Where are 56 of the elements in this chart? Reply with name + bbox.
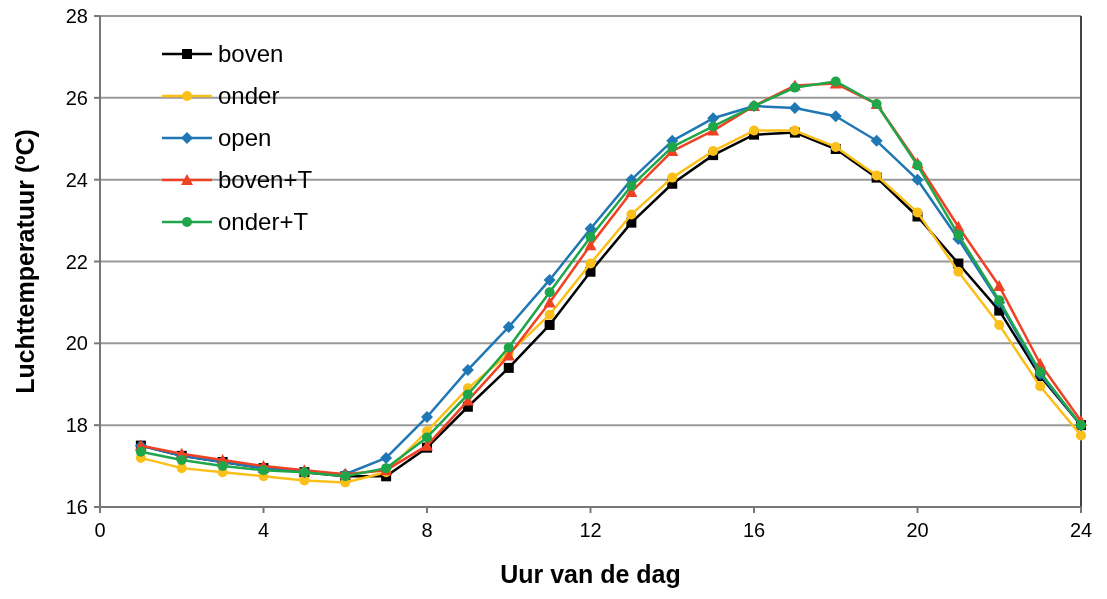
point bbox=[708, 121, 719, 132]
point bbox=[543, 296, 556, 308]
point bbox=[462, 389, 473, 400]
point bbox=[585, 231, 596, 242]
point bbox=[1035, 381, 1046, 392]
point bbox=[380, 451, 393, 464]
point bbox=[1076, 430, 1086, 441]
x-tick-label: 20 bbox=[906, 519, 929, 541]
point bbox=[953, 266, 964, 277]
point bbox=[543, 273, 556, 286]
legend-label: boven bbox=[218, 40, 284, 67]
x-tick-label: 8 bbox=[421, 519, 433, 541]
point bbox=[544, 319, 555, 330]
point bbox=[829, 110, 842, 123]
x-tick-label: 16 bbox=[742, 519, 766, 541]
point bbox=[911, 173, 924, 186]
point bbox=[953, 229, 964, 240]
legend-label: boven+T bbox=[218, 166, 313, 193]
x-tick-label: 0 bbox=[94, 519, 106, 541]
legend-label: onder+T bbox=[218, 208, 309, 235]
point bbox=[503, 362, 514, 373]
legend-label: open bbox=[218, 124, 272, 151]
point bbox=[176, 454, 187, 465]
point bbox=[461, 363, 474, 376]
point bbox=[994, 319, 1005, 330]
y-axis-title: Luchttemperatuur (ºC) bbox=[11, 129, 39, 394]
point bbox=[749, 125, 759, 136]
point bbox=[870, 134, 883, 147]
point bbox=[217, 461, 228, 472]
point bbox=[993, 280, 1006, 292]
x-tick-label: 24 bbox=[1069, 519, 1093, 541]
point bbox=[912, 207, 923, 218]
y-tick-label: 16 bbox=[65, 496, 88, 518]
point bbox=[667, 141, 678, 152]
point bbox=[135, 446, 146, 457]
x-tick-label: 12 bbox=[579, 519, 602, 541]
y-tick-label: 28 bbox=[65, 5, 88, 27]
point bbox=[585, 258, 596, 269]
x-tick-label: 4 bbox=[257, 519, 270, 541]
point bbox=[544, 309, 555, 320]
y-tick-label: 24 bbox=[65, 168, 88, 191]
point bbox=[626, 180, 637, 191]
y-tick-label: 26 bbox=[65, 86, 88, 109]
y-tick-label: 22 bbox=[65, 250, 88, 273]
y-tick-label: 20 bbox=[65, 332, 88, 355]
point bbox=[667, 172, 678, 183]
point bbox=[544, 287, 555, 298]
point bbox=[502, 320, 515, 333]
legend-label: onder bbox=[218, 82, 280, 109]
point bbox=[708, 146, 719, 157]
point bbox=[503, 342, 514, 353]
point bbox=[626, 209, 637, 220]
point bbox=[422, 432, 432, 443]
x-axis-title: Uur van de dag bbox=[500, 560, 681, 588]
point bbox=[421, 410, 433, 423]
y-tick-label: 18 bbox=[65, 414, 88, 437]
